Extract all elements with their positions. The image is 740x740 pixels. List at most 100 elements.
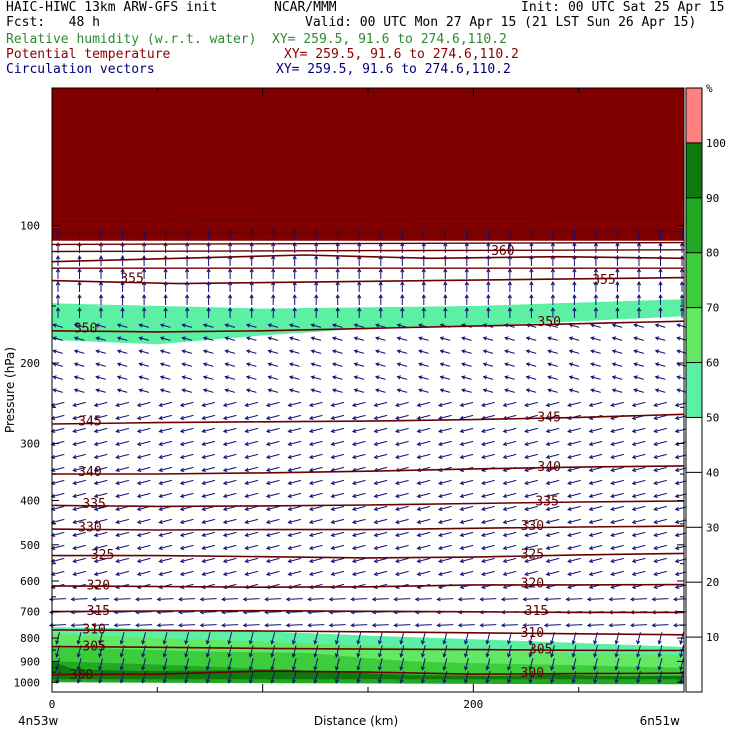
- circulation-vector: [287, 440, 302, 446]
- rh-fill-layer: [52, 88, 684, 692]
- circulation-vector: [357, 267, 362, 279]
- circulation-vector: [93, 518, 108, 524]
- circulation-vector: [224, 336, 236, 341]
- circulation-vector: [350, 623, 368, 628]
- circulation-vector: [308, 492, 323, 498]
- circulation-vector: [314, 241, 319, 253]
- circulation-vector: [98, 632, 103, 645]
- circulation-vector: [248, 645, 254, 658]
- theta-contour-upper: [51, 216, 685, 223]
- circulation-vector: [629, 623, 648, 628]
- circulation-vector: [313, 645, 319, 658]
- circulation-vector: [331, 349, 343, 354]
- circulation-vector: [653, 492, 667, 498]
- circulation-vector: [437, 453, 452, 459]
- y-tick-label: 100: [20, 220, 40, 233]
- circulation-vector: [353, 336, 365, 341]
- x-endpoint-left: 4n53w: [18, 714, 59, 728]
- circulation-vector: [416, 518, 431, 524]
- circulation-vector: [480, 401, 495, 407]
- circulation-vector: [633, 323, 644, 328]
- circulation-vector: [588, 544, 603, 550]
- circulation-vector: [120, 293, 125, 305]
- circulation-vector: [373, 570, 388, 576]
- circulation-vector: [55, 306, 61, 318]
- circulation-vector: [396, 362, 408, 367]
- circulation-vector: [50, 544, 65, 550]
- x-endpoint-right: 6n51w: [640, 714, 681, 728]
- circulation-vector: [50, 570, 65, 576]
- circulation-vector: [73, 323, 85, 328]
- circulation-vector: [631, 570, 646, 576]
- circulation-vector: [76, 632, 82, 645]
- circulation-vector: [507, 645, 512, 658]
- circulation-vector: [314, 306, 319, 318]
- circulation-vector: [52, 336, 63, 341]
- circulation-vector: [610, 401, 624, 407]
- circulation-vector: [421, 632, 426, 645]
- circulation-vector: [416, 570, 431, 576]
- circulation-vector: [228, 293, 233, 305]
- circulation-vector: [265, 531, 280, 537]
- circulation-vector: [502, 427, 517, 433]
- circulation-vector: [265, 401, 280, 407]
- circulation-vector: [206, 293, 211, 305]
- circulation-vector: [565, 623, 583, 628]
- circulation-vector: [248, 632, 254, 645]
- circulation-vector: [72, 492, 86, 498]
- circulation-vector: [98, 228, 104, 240]
- circulation-vector: [459, 531, 474, 537]
- circulation-vector: [334, 632, 340, 645]
- circulation-vector: [330, 414, 345, 420]
- circulation-vector: [158, 492, 173, 498]
- circulation-vector: [351, 544, 366, 550]
- circulation-vector: [653, 479, 667, 485]
- circulation-vector: [202, 336, 214, 341]
- circulation-vector: [653, 531, 667, 537]
- circulation-vector: [55, 228, 61, 240]
- circulation-vector: [636, 280, 642, 292]
- circulation-vector: [615, 241, 620, 253]
- circulation-vector: [375, 336, 386, 341]
- theta-contour-305: [51, 645, 685, 652]
- circulation-vector: [610, 518, 624, 524]
- circulation-vector: [159, 323, 171, 328]
- circulation-vector: [565, 597, 583, 602]
- theta-label-305: 305: [82, 640, 105, 655]
- circulation-vector: [437, 414, 452, 420]
- circulation-vector: [222, 440, 237, 446]
- circulation-vector: [400, 293, 405, 305]
- circulation-vector: [330, 453, 345, 459]
- circulation-vector: [567, 505, 581, 511]
- circulation-vector: [50, 518, 65, 524]
- circulation-vector: [72, 401, 86, 407]
- circulation-vector: [442, 645, 448, 658]
- circulation-vector: [178, 623, 196, 628]
- circulation-vector: [528, 658, 534, 671]
- circulation-vector: [244, 401, 259, 407]
- circulation-vector: [292, 306, 297, 318]
- circulation-vector: [482, 336, 494, 341]
- circulation-vector: [222, 414, 237, 420]
- circulation-vector: [676, 375, 687, 380]
- circulation-vector: [545, 518, 560, 524]
- circulation-vector: [222, 531, 237, 537]
- circulation-vector: [633, 349, 644, 354]
- circulation-vector: [436, 597, 454, 602]
- circulation-vector: [395, 531, 409, 537]
- circulation-vector: [351, 401, 366, 407]
- circulation-vector: [588, 440, 603, 446]
- circulation-vector: [222, 518, 237, 524]
- circulation-vector: [676, 336, 687, 341]
- circulation-vector: [443, 241, 448, 253]
- circulation-vector: [179, 479, 194, 485]
- circulation-vector: [395, 414, 409, 420]
- circulation-vector: [222, 479, 237, 485]
- circulation-vector: [615, 280, 620, 292]
- circulation-vector: [93, 401, 108, 407]
- circulation-vector: [464, 306, 469, 318]
- circulation-vector: [115, 570, 130, 576]
- circulation-vector: [179, 570, 194, 576]
- circulation-vector: [245, 323, 257, 328]
